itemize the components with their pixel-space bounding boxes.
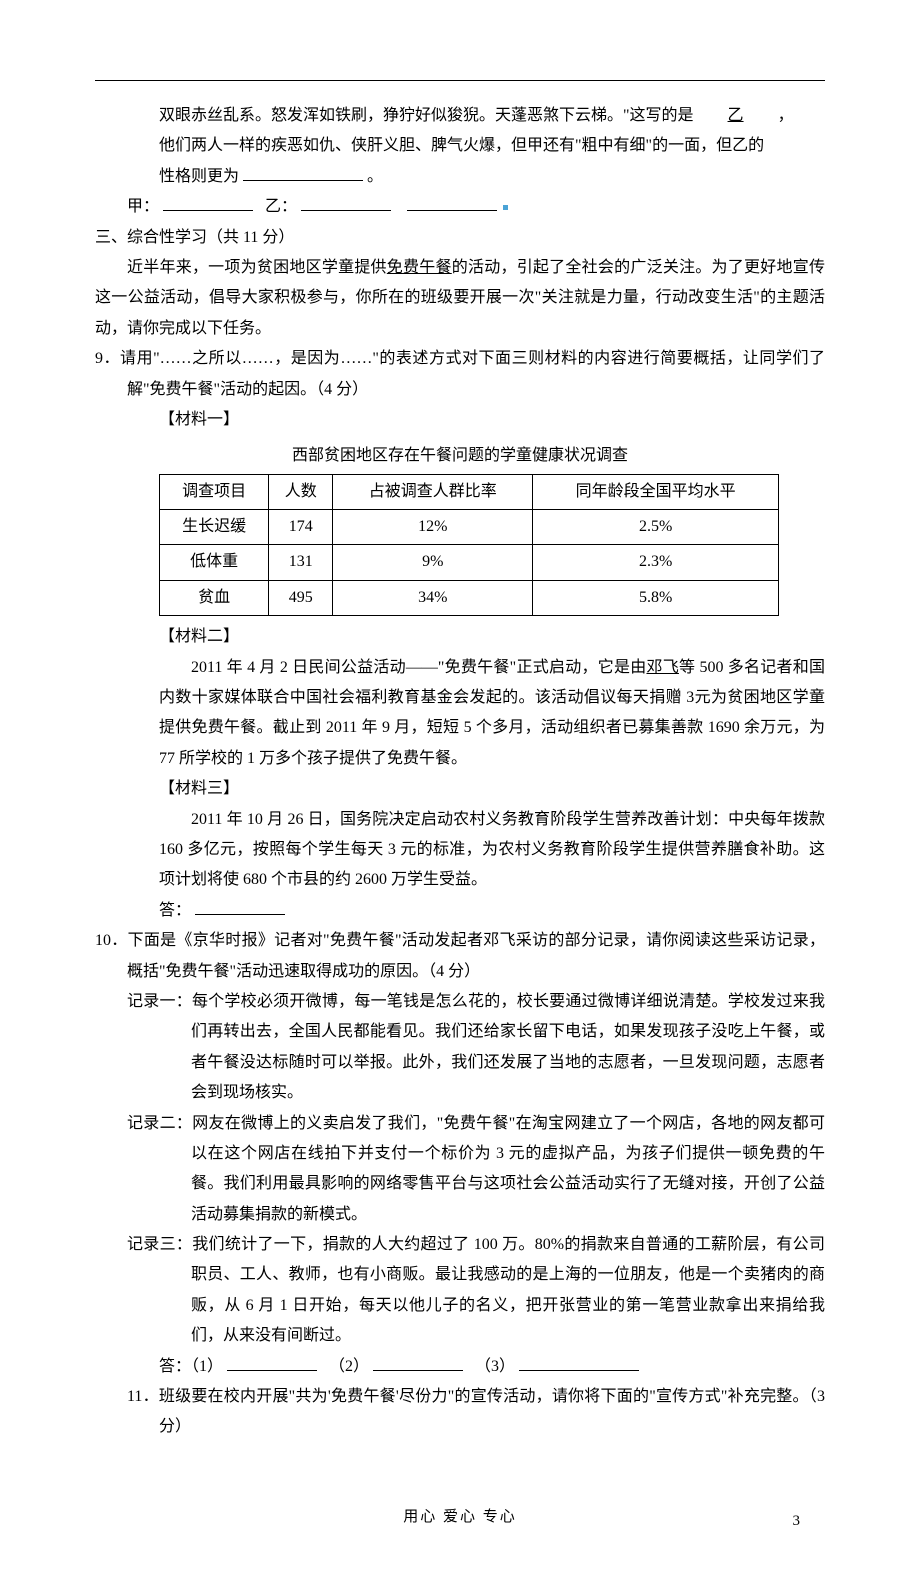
blank-q9[interactable]	[195, 897, 285, 915]
text: 性格则更为	[159, 168, 239, 185]
material3-text: 2011 年 10 月 26 日，国务院决定启动农村义务教育阶段学生营养改善计划…	[95, 805, 825, 896]
col-avg: 同年龄段全国平均水平	[533, 474, 779, 509]
dot-icon	[503, 205, 508, 210]
q9-stem: 9．请用"……之所以……，是因为……"的表述方式对下面三则材料的内容进行简要概括…	[95, 344, 825, 405]
text: 2011 年 4 月 2 日民间公益活动——"免费午餐"正式启动，它是由	[191, 659, 646, 676]
ans3-label: （3）	[475, 1358, 515, 1375]
col-count: 人数	[269, 474, 333, 509]
q9-answer: 答：	[95, 896, 825, 926]
footer: 用心 爱心 专心	[95, 1503, 825, 1532]
section3-title: 三、综合性学习（共 11 分）	[95, 223, 825, 253]
underline-free-lunch: 免费午餐	[387, 259, 452, 276]
frag-line2: 他们两人一样的疾恶如仇、侠肝义胆、脾气火爆，但甲还有"粗中有细"的一面，但乙的	[95, 131, 825, 161]
material1-label: 【材料一】	[95, 405, 825, 435]
blank-q10-2[interactable]	[373, 1353, 463, 1371]
cell: 9%	[333, 545, 533, 580]
cell: 34%	[333, 580, 533, 615]
cell: 2.3%	[533, 545, 779, 580]
survey-table: 调查项目 人数 占被调查人群比率 同年龄段全国平均水平 生长迟缓 174 12%…	[159, 474, 779, 617]
record1: 记录一：每个学校必须开微博，每一笔钱是怎么花的，校长要通过微博详细说清楚。学校发…	[95, 987, 825, 1109]
cell: 贫血	[160, 580, 269, 615]
q11-stem: 11．班级要在校内开展"共为'免费午餐'尽份力"的宣传活动，请你将下面的"宣传方…	[95, 1382, 825, 1443]
label-yi: 乙：	[265, 198, 297, 215]
ans1-label: 答：（1）	[159, 1358, 223, 1375]
header-rule	[95, 80, 825, 81]
page-number: 3	[793, 1507, 801, 1536]
material2-label: 【材料二】	[95, 622, 825, 652]
record3: 记录三：我们统计了一下，捐款的人大约超过了 100 万。80%的捐款来自普通的工…	[95, 1230, 825, 1352]
underline-dengfei: 邓飞	[646, 659, 679, 676]
label-jia: 甲：	[127, 198, 159, 215]
table-row: 低体重 131 9% 2.3%	[160, 545, 779, 580]
cell: 131	[269, 545, 333, 580]
text: ，	[778, 107, 794, 124]
frag-line3: 性格则更为 。	[95, 162, 825, 192]
cell: 495	[269, 580, 333, 615]
blank-jia[interactable]	[163, 193, 253, 211]
blank-personality[interactable]	[243, 163, 363, 181]
text: 近半年来，一项为贫困地区学童提供	[127, 259, 387, 276]
cell: 低体重	[160, 545, 269, 580]
cell: 2.5%	[533, 510, 779, 545]
frag-line4: 甲： 乙：	[95, 192, 825, 222]
record2: 记录二：网友在微博上的义卖启发了我们，"免费午餐"在淘宝网建立了一个网店，各地的…	[95, 1109, 825, 1231]
blank-yi2[interactable]	[301, 193, 391, 211]
table-title: 西部贫困地区存在午餐问题的学童健康状况调查	[95, 441, 825, 471]
material2-text: 2011 年 4 月 2 日民间公益活动——"免费午餐"正式启动，它是由邓飞等 …	[95, 653, 825, 775]
blank-q10-1[interactable]	[227, 1353, 317, 1371]
blank-yi: 乙	[698, 107, 774, 124]
blank-q10-3[interactable]	[519, 1353, 639, 1371]
table-row: 生长迟缓 174 12% 2.5%	[160, 510, 779, 545]
answer-label: 答：	[159, 902, 191, 919]
frag-line1: 双眼赤丝乱系。怒发浑如铁刷，狰狞好似狻猊。天蓬恶煞下云梯。"这写的是 乙 ，	[95, 101, 825, 131]
footer-text: 用心 爱心 专心	[403, 1509, 517, 1525]
text: 。	[367, 168, 383, 185]
cell: 174	[269, 510, 333, 545]
cell: 生长迟缓	[160, 510, 269, 545]
cell: 5.8%	[533, 580, 779, 615]
blank-extra[interactable]	[407, 193, 497, 211]
table-header-row: 调查项目 人数 占被调查人群比率 同年龄段全国平均水平	[160, 474, 779, 509]
q10-answer: 答：（1） （2） （3）	[95, 1352, 825, 1382]
material3-label: 【材料三】	[95, 774, 825, 804]
col-item: 调查项目	[160, 474, 269, 509]
ans2-label: （2）	[329, 1358, 369, 1375]
cell: 12%	[333, 510, 533, 545]
col-rate: 占被调查人群比率	[333, 474, 533, 509]
text: 双眼赤丝乱系。怒发浑如铁刷，狰狞好似狻猊。天蓬恶煞下云梯。"这写的是	[159, 107, 694, 124]
q10-stem: 10．下面是《京华时报》记者对"免费午餐"活动发起者邓飞采访的部分记录，请你阅读…	[95, 926, 825, 987]
section3-intro: 近半年来，一项为贫困地区学童提供免费午餐的活动，引起了全社会的广泛关注。为了更好…	[95, 253, 825, 344]
table-row: 贫血 495 34% 5.8%	[160, 580, 779, 615]
